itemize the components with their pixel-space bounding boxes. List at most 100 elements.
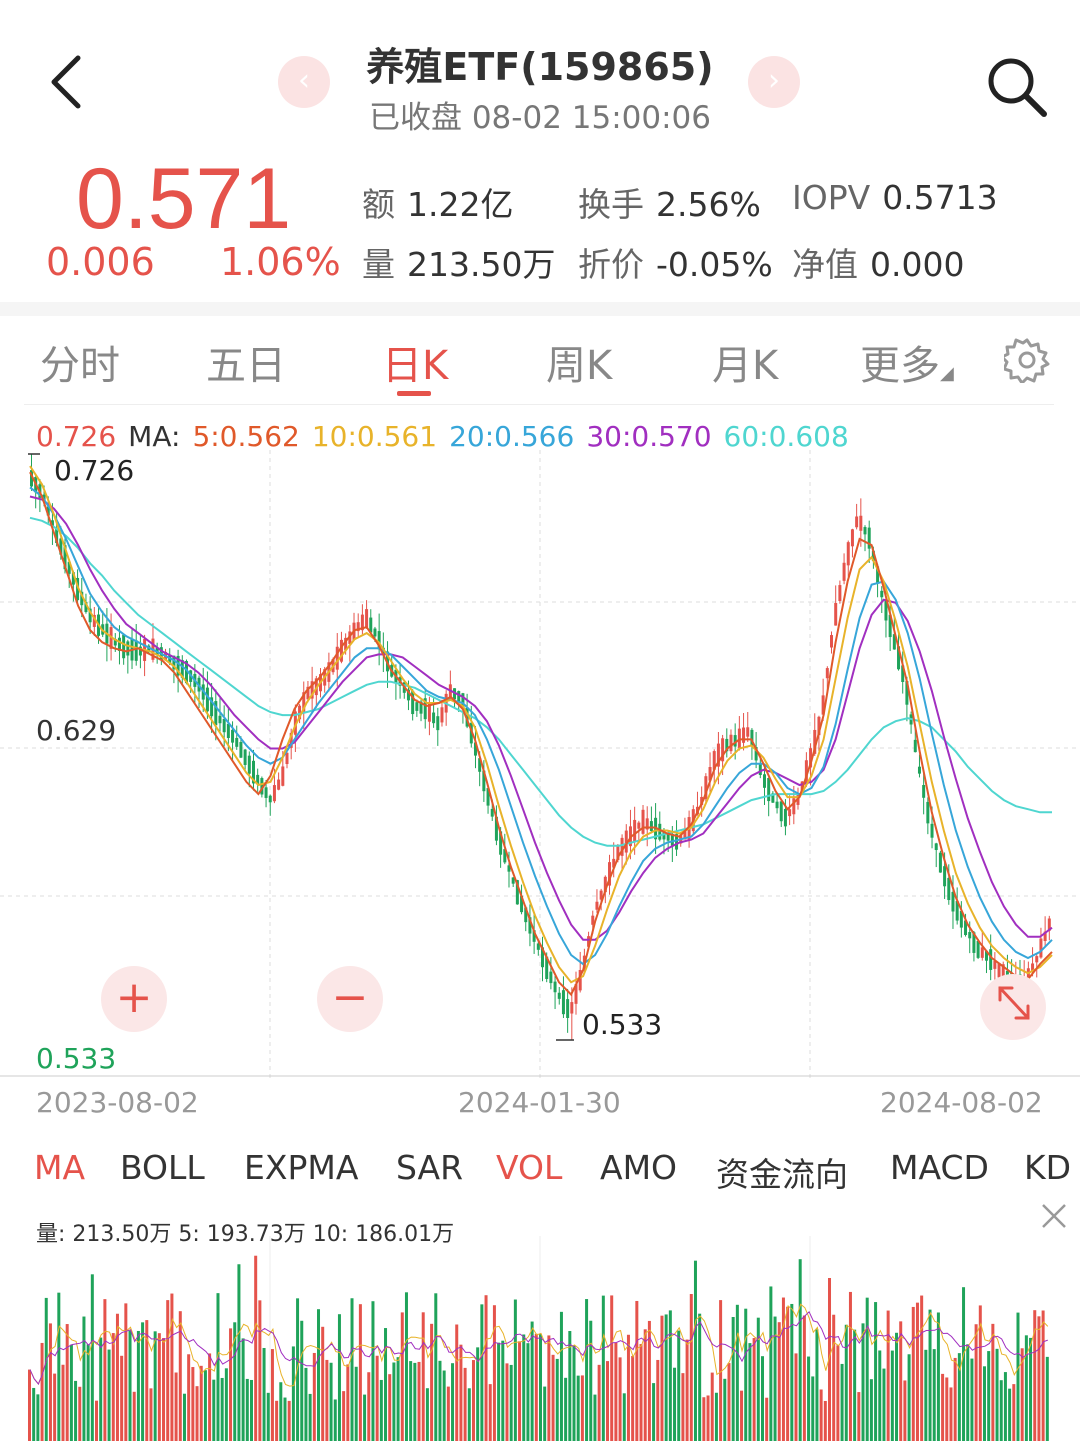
candle-body — [453, 688, 457, 700]
candle-body — [406, 689, 410, 701]
candle-body — [289, 732, 293, 748]
x-axis-date-start: 2023-08-02 — [36, 1086, 199, 1119]
divider — [0, 302, 1080, 316]
ma-legend-ma10: 10:0.561 — [311, 420, 438, 453]
candle-body — [930, 823, 934, 838]
candle-body — [637, 822, 641, 829]
prev-stock-button[interactable]: ‹ — [278, 56, 330, 108]
candle-body — [423, 698, 427, 720]
candle-body — [641, 809, 645, 834]
candle-body — [285, 752, 289, 765]
indicator-macd[interactable]: MACD — [890, 1148, 989, 1187]
tab-more[interactable]: 更多◢ — [860, 343, 954, 389]
tab-five-day[interactable]: 五日 — [206, 343, 286, 389]
candle-body — [247, 755, 251, 774]
volume-bar — [170, 1293, 174, 1441]
candle-body — [507, 865, 511, 872]
indicator-kd[interactable]: KD — [1024, 1148, 1072, 1187]
gear-icon[interactable] — [1004, 337, 1050, 383]
volume-bar — [597, 1364, 601, 1441]
candle-body — [834, 603, 838, 626]
candle-body — [599, 890, 603, 900]
volume-bar — [970, 1358, 974, 1441]
indicator-fund-flow[interactable]: 资金流向 — [716, 1155, 848, 1194]
volume-bar — [1012, 1384, 1016, 1441]
search-icon[interactable] — [984, 54, 1048, 118]
candle-body — [122, 634, 126, 659]
candle-body — [570, 1002, 574, 1014]
candle-body — [557, 992, 561, 999]
volume-bar — [191, 1367, 195, 1441]
volume-bar — [924, 1349, 928, 1441]
chevron-left-icon[interactable] — [46, 52, 86, 112]
candle-body — [1047, 918, 1051, 931]
candle-body — [905, 681, 909, 705]
volume-bar — [304, 1367, 308, 1441]
volume-bar — [585, 1299, 589, 1441]
volume-bar — [166, 1300, 170, 1441]
indicator-sar[interactable]: SAR — [396, 1148, 464, 1187]
candle-body — [993, 960, 997, 969]
candle-body — [897, 646, 901, 670]
candle-body — [524, 907, 528, 923]
zoom-in-button[interactable]: + — [101, 966, 167, 1032]
candle-body — [712, 751, 716, 770]
volume-bar — [501, 1340, 505, 1441]
candle-body — [528, 917, 532, 934]
indicator-amo[interactable]: AMO — [600, 1148, 678, 1187]
volume-bar — [606, 1361, 610, 1441]
candle-body — [356, 622, 360, 632]
candle-body — [926, 801, 930, 824]
volume-bar — [966, 1344, 970, 1441]
indicator-boll[interactable]: BOLL — [120, 1148, 205, 1187]
candle-body — [666, 834, 670, 841]
volume-bar — [199, 1365, 203, 1441]
close-icon[interactable] — [1040, 1202, 1068, 1230]
kline-chart[interactable] — [0, 450, 1080, 1080]
candle-body — [746, 727, 750, 737]
volume-bar — [78, 1386, 82, 1441]
volume-bar — [74, 1380, 78, 1441]
candle-body — [762, 774, 766, 788]
candle-body — [984, 950, 988, 961]
fullscreen-icon[interactable] — [980, 974, 1046, 1040]
volume-bar — [141, 1322, 145, 1441]
volume-bar — [907, 1354, 911, 1441]
volume-bar — [999, 1380, 1003, 1441]
volume-bar — [920, 1295, 924, 1441]
tab-monthly-k[interactable]: 月K — [712, 343, 779, 389]
volume-bar — [442, 1370, 446, 1441]
ma-legend-ma20: 20:0.566 — [449, 420, 575, 453]
candle-body — [809, 748, 813, 768]
volume-bar — [28, 1369, 31, 1441]
tab-weekly-k[interactable]: 周K — [546, 343, 613, 389]
candle-body — [867, 527, 871, 549]
candle-body — [574, 984, 578, 1004]
volume-bar — [254, 1255, 258, 1441]
volume-bar — [777, 1322, 781, 1441]
tab-intraday[interactable]: 分时 — [40, 343, 120, 389]
tab-daily-k[interactable]: 日K — [382, 343, 449, 389]
volume-bar — [283, 1397, 287, 1441]
current-price: 0.571 — [76, 151, 292, 247]
candle-body — [972, 932, 976, 953]
candle-body — [541, 947, 544, 968]
candle-body — [758, 764, 762, 776]
volume-bar — [212, 1379, 216, 1441]
volume-bar — [568, 1331, 572, 1441]
volume-bar — [974, 1324, 978, 1441]
indicator-vol[interactable]: VOL — [496, 1148, 563, 1187]
volume-bar — [1033, 1310, 1037, 1441]
volume-bar — [53, 1373, 57, 1441]
volume-bar — [865, 1297, 869, 1441]
volume-bar — [723, 1378, 727, 1441]
indicator-expma[interactable]: EXPMA — [244, 1148, 359, 1187]
zoom-out-button[interactable]: − — [317, 966, 383, 1032]
volume-bar — [869, 1379, 873, 1441]
candle-body — [76, 577, 80, 601]
volume-bar — [911, 1306, 915, 1441]
indicator-ma[interactable]: MA — [34, 1148, 86, 1187]
next-stock-button[interactable]: › — [748, 56, 800, 108]
volume-bar — [681, 1373, 685, 1441]
ma-lines — [29, 465, 1053, 997]
